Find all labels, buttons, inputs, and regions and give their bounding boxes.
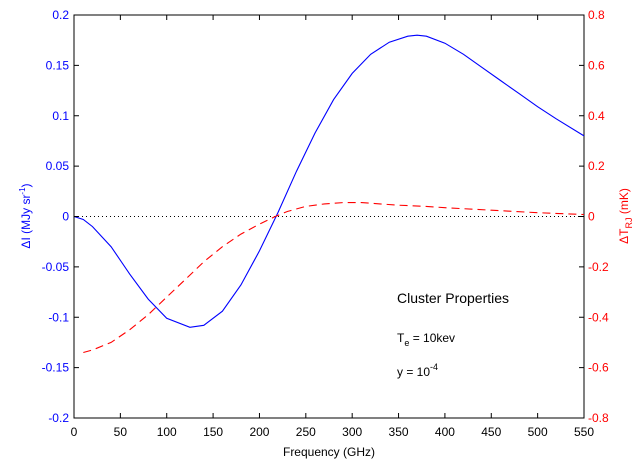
x-tick-label: 300 xyxy=(342,425,362,439)
annotation-te-sub: e xyxy=(404,338,409,348)
right-axis-label-sub: RJ xyxy=(624,217,634,228)
left-axis-label-main: ΔI (MJy sr xyxy=(19,195,33,249)
annotation-te-rest: = 10kev xyxy=(409,331,455,345)
x-tick-label: 500 xyxy=(528,425,548,439)
left-tick-label: 0 xyxy=(62,210,69,224)
x-tick-label: 50 xyxy=(114,425,128,439)
right-tick-label: 0.8 xyxy=(588,8,605,22)
x-tick-label: 0 xyxy=(71,425,78,439)
x-axis-label: Frequency (GHz) xyxy=(283,445,375,459)
right-axis-label-main: ΔT xyxy=(617,228,631,244)
temperature-series-line xyxy=(83,202,585,354)
left-tick-label: -0.1 xyxy=(48,310,69,324)
left-axis-label-suffix: ) xyxy=(19,183,33,187)
x-tick-label: 400 xyxy=(435,425,455,439)
left-tick-label: -0.05 xyxy=(42,260,70,274)
left-tick-label: 0.2 xyxy=(52,8,69,22)
left-tick-label: 0.05 xyxy=(46,159,70,173)
right-tick-label: -0.8 xyxy=(588,411,609,425)
series-layer xyxy=(73,34,585,354)
x-tick-label: 350 xyxy=(389,425,409,439)
annotation-te-main: T xyxy=(397,331,405,345)
right-tick-label: -0.6 xyxy=(588,361,609,375)
left-tick-label: -0.2 xyxy=(48,411,69,425)
left-y-axis: -0.2 -0.15 -0.1 -0.05 0 0.05 0.1 0.15 0.2 xyxy=(42,8,79,425)
x-tick-label: 550 xyxy=(574,425,594,439)
left-y-axis-label: ΔI (MJy sr-1) xyxy=(18,183,33,248)
right-tick-label: -0.2 xyxy=(588,260,609,274)
right-y-axis: -0.8 -0.6 -0.4 -0.2 0 0.2 0.4 0.6 0.8 xyxy=(579,8,609,425)
left-tick-label: -0.15 xyxy=(42,361,70,375)
annotation-title: Cluster Properties xyxy=(397,290,509,306)
x-tick-label: 200 xyxy=(249,425,269,439)
x-tick-label: 100 xyxy=(157,425,177,439)
x-tick-label: 150 xyxy=(203,425,223,439)
right-tick-label: 0.6 xyxy=(588,58,605,72)
left-tick-label: 0.1 xyxy=(52,109,69,123)
left-axis-label-sup: -1 xyxy=(18,187,27,195)
right-axis-label-suffix: (mK) xyxy=(617,188,631,217)
annotation-y-sup: -4 xyxy=(430,362,438,372)
right-tick-label: 0 xyxy=(588,210,595,224)
annotation-te: Te = 10kev xyxy=(397,331,455,348)
x-tick-label: 250 xyxy=(296,425,316,439)
annotation-y-main: y = 10 xyxy=(397,365,430,379)
right-tick-label: -0.4 xyxy=(588,310,609,324)
left-tick-label: 0.15 xyxy=(46,58,70,72)
intensity-series-line xyxy=(73,34,585,328)
right-y-axis-label: ΔTRJ (mK) xyxy=(617,188,634,244)
right-tick-label: 0.2 xyxy=(588,159,605,173)
x-tick-label: 450 xyxy=(481,425,501,439)
x-axis: 0 50 100 150 200 250 300 350 400 450 500 550 xyxy=(71,15,594,439)
annotation-y: y = 10-4 xyxy=(397,362,438,379)
right-tick-label: 0.4 xyxy=(588,109,605,123)
